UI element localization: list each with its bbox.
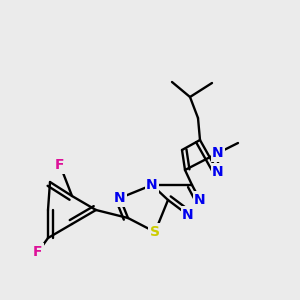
Text: S: S [150,225,160,239]
Text: N: N [182,208,194,222]
Text: N: N [212,165,224,179]
Text: F: F [55,158,65,172]
Text: F: F [33,245,43,259]
Text: N: N [194,193,206,207]
Text: N: N [212,146,224,160]
Text: N: N [146,178,158,192]
Text: N: N [114,191,126,205]
